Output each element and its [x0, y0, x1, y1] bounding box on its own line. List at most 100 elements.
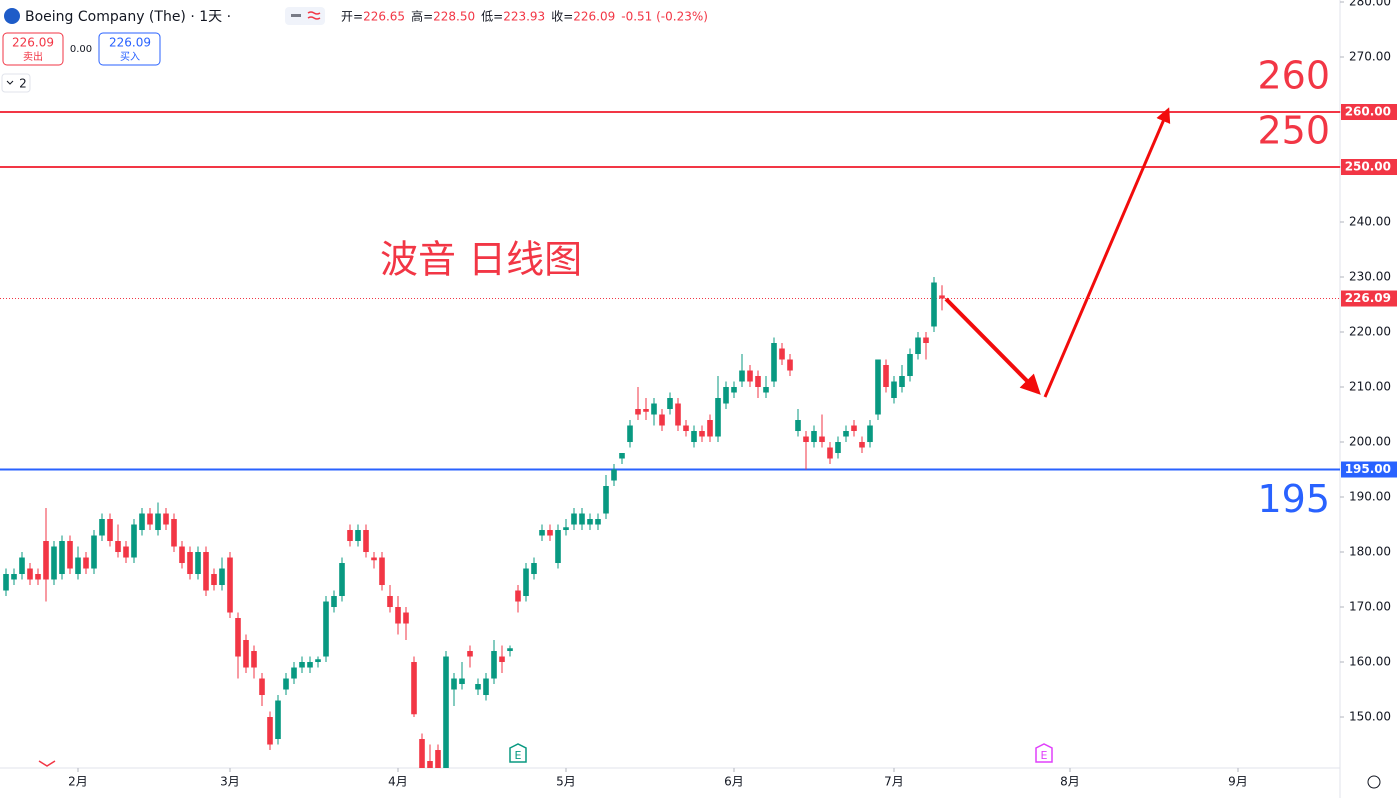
- plot-area: [0, 111, 1340, 768]
- candle-body: [299, 662, 305, 668]
- candle-body: [67, 541, 73, 569]
- candle-body: [691, 431, 697, 443]
- buy-label: 买入: [120, 51, 140, 63]
- symbol: Boeing Company (The) · 1天 ·: [25, 9, 231, 25]
- candle-body: [411, 662, 417, 715]
- candle-body: [115, 541, 121, 553]
- candle-body: [731, 387, 737, 393]
- candle-body: [475, 684, 481, 690]
- candle-body: [627, 425, 633, 443]
- ohlc-legend: 开= 226.65 高= 228.50 低= 223.93 收= 226.09 -0.51 (-…: [341, 9, 708, 24]
- candle-body: [587, 519, 593, 525]
- candle-body: [915, 337, 921, 355]
- candle-body: [899, 376, 905, 388]
- candle-body: [507, 648, 513, 652]
- candle-body: [347, 530, 353, 542]
- candle-body: [883, 365, 889, 388]
- candle-body: [195, 552, 201, 575]
- candle-body: [539, 530, 545, 536]
- level-note: 195: [1257, 477, 1330, 521]
- candle-body: [259, 678, 265, 696]
- candle-body: [747, 370, 753, 382]
- sell-button[interactable]: [2, 32, 64, 66]
- buy-button[interactable]: [98, 32, 161, 66]
- legend-label: 收=: [551, 10, 573, 24]
- price-tag-label: 195.00: [1345, 462, 1391, 476]
- candle-body: [715, 398, 721, 437]
- indicator-toggle[interactable]: [1, 73, 31, 93]
- legend-label: 高=: [411, 9, 433, 24]
- candle-body: [643, 409, 649, 412]
- candle-body: [923, 337, 929, 344]
- candle-body: [323, 601, 329, 657]
- legend-value: 228.50: [433, 10, 475, 24]
- legend-value: 223.93: [503, 10, 545, 24]
- candle-body: [555, 530, 561, 564]
- candle-body: [387, 596, 393, 608]
- candle-body: [491, 651, 497, 679]
- candle-body: [931, 282, 937, 327]
- x-tick-label: 4月: [388, 775, 408, 789]
- candle-body: [771, 343, 777, 382]
- candle-body: [403, 612, 409, 624]
- level-note: 260: [1257, 54, 1330, 98]
- candle-body: [819, 436, 825, 443]
- candle-body: [531, 563, 537, 575]
- price-tag-label: 250.00: [1345, 160, 1391, 174]
- toggle[interactable]: [285, 7, 325, 25]
- arrow: [944, 297, 1041, 395]
- candle-body: [739, 370, 745, 382]
- candle-body: [523, 568, 529, 597]
- x-tick-label: 7月: [884, 775, 904, 789]
- candle-body: [451, 678, 457, 690]
- candle-body: [3, 574, 9, 591]
- chevron: [6, 80, 14, 85]
- candle-body: [379, 557, 385, 586]
- candle-body: [291, 667, 297, 679]
- candle-body: [547, 530, 553, 536]
- candle-body: [363, 530, 369, 553]
- sell-price: 226.09: [12, 36, 54, 50]
- price-tag: [1341, 159, 1397, 176]
- candle-body: [187, 552, 193, 575]
- candle-body: [147, 513, 153, 525]
- candle-body: [499, 656, 505, 663]
- candle-body: [83, 557, 89, 569]
- settings[interactable]: [1367, 775, 1381, 789]
- candle-body: [459, 678, 465, 685]
- candle-body: [891, 381, 897, 399]
- candle-body: [443, 656, 449, 768]
- event-marker: [509, 743, 527, 763]
- candle-body: [939, 295, 945, 299]
- candle-body: [139, 513, 145, 531]
- candle-body: [11, 574, 17, 580]
- x-tick-label: 9月: [1228, 775, 1248, 789]
- candle-body: [835, 442, 841, 454]
- candle-body: [235, 618, 241, 657]
- candle-body: [35, 574, 41, 580]
- candle-body: [427, 761, 433, 768]
- candle-body: [339, 563, 345, 597]
- x-tick-label: 2月: [68, 775, 88, 789]
- candle-body: [227, 557, 233, 613]
- candle-body: [803, 436, 809, 443]
- candle-body: [483, 678, 489, 696]
- spread: 0.00: [70, 44, 92, 55]
- candle-body: [371, 557, 377, 561]
- scroll-marker: [38, 760, 56, 767]
- event-label: E: [1041, 749, 1048, 762]
- candle-body: [19, 557, 25, 575]
- y-tick-label: 210.00: [1349, 380, 1391, 394]
- y-tick-label: 200.00: [1349, 435, 1391, 449]
- candle-body: [251, 651, 257, 668]
- candle-body: [107, 519, 113, 542]
- candle-body: [651, 403, 657, 415]
- candle-body: [683, 425, 689, 432]
- candle-body: [179, 546, 185, 564]
- candle-body: [851, 425, 857, 432]
- candle-body: [611, 469, 617, 481]
- candle-body: [315, 659, 321, 663]
- candle-body: [859, 442, 865, 448]
- candle-body: [243, 640, 249, 668]
